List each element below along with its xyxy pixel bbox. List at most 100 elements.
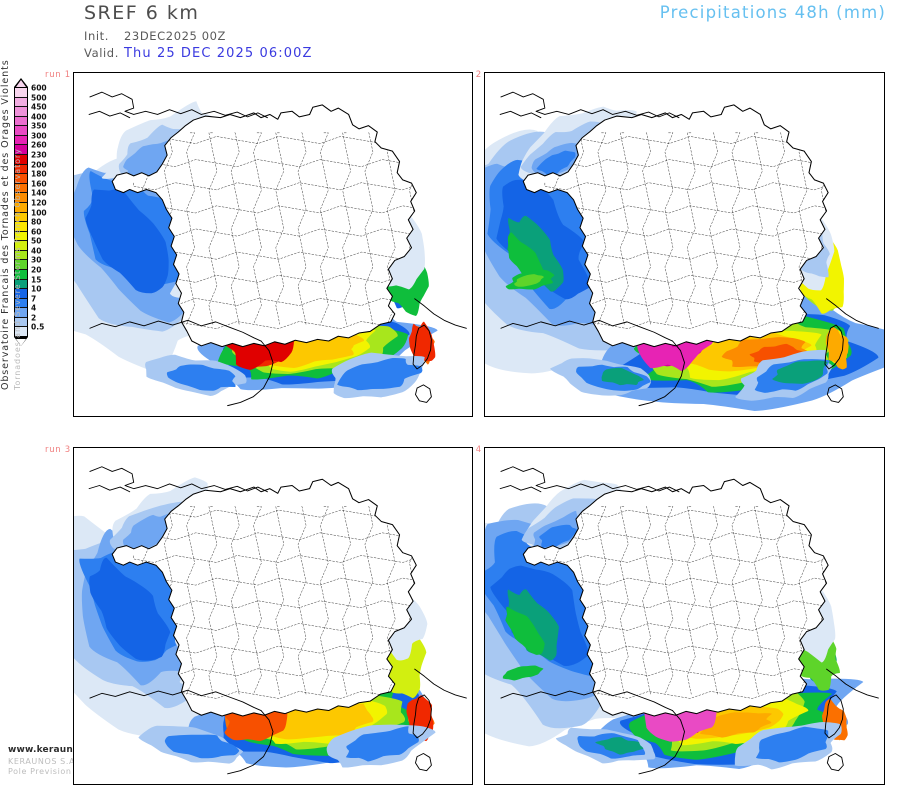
colorbar: 600 500 450 400 350 300 260 230 200 180 160 140 120 1… <box>14 78 60 346</box>
neighbour-coastlines <box>499 91 879 407</box>
map-canvas <box>74 73 472 416</box>
colorbar-band: 30 <box>15 257 41 270</box>
colorbar-tick-label: 15 <box>31 274 42 284</box>
run-label-1: run 1 <box>45 70 71 80</box>
france-outline <box>522 478 829 717</box>
precip-contour <box>85 189 169 294</box>
colorbar-extend-bottom-arrow <box>14 337 28 346</box>
colorbar-band: 300 <box>15 132 47 146</box>
colorbar-tick-label: 200 <box>31 159 47 169</box>
colorbar-tick-label: 180 <box>31 169 47 179</box>
map-panel-run-1[interactable] <box>73 72 473 417</box>
model-title: SREF 6 km <box>84 2 200 24</box>
colorbar-band: 100 <box>15 209 47 223</box>
init-time-row: Init. 23DEC2025 00Z <box>84 29 226 43</box>
colorbar-band: 40 <box>15 247 41 261</box>
colorbar-band: 20 <box>15 266 41 280</box>
init-label: Init. <box>84 29 110 43</box>
map-panel-run-4[interactable] <box>484 447 885 785</box>
footer-website[interactable]: www.keraunos.org <box>8 745 107 755</box>
valid-label: Valid. <box>84 46 119 60</box>
neighbour-coastlines <box>499 466 879 775</box>
colorbar-band: 80 <box>15 218 41 232</box>
colorbar-band: 500 <box>15 94 47 108</box>
colorbar-band: 600 <box>15 84 47 98</box>
colorbar-tick-label: 160 <box>31 179 47 189</box>
colorbar-tick-label: 7 <box>31 293 37 303</box>
colorbar-tick-label: 20 <box>31 265 42 275</box>
precip-contour <box>164 734 240 759</box>
vertical-credit-main: Observatoire Francais des Tornades et de… <box>0 59 11 390</box>
footer-company: KERAUNOS S.A.S <box>8 757 84 766</box>
precip-contour <box>123 139 180 181</box>
map-panel-run-2[interactable] <box>484 72 885 417</box>
precip-contour <box>595 737 644 755</box>
valid-value: Thu 25 DEC 2025 06:00Z <box>124 46 313 61</box>
precip-contour <box>345 726 419 762</box>
precip-contour <box>89 557 171 661</box>
colorbar-band: 180 <box>15 170 47 184</box>
colorbar-tick-label: 60 <box>31 226 42 236</box>
colorbar-band: 15 <box>15 276 41 290</box>
colorbar-band: 4 <box>15 305 36 318</box>
colorbar-band: 2 <box>15 314 36 328</box>
colorbar-tick-label: 30 <box>31 255 42 265</box>
colorbar-band: 450 <box>15 103 47 117</box>
colorbar-tick-label: 230 <box>31 150 47 160</box>
colorbar-tick-label: 10 <box>31 284 42 294</box>
colorbar-tick-label: 350 <box>31 121 47 131</box>
colorbar-extend-top-arrow <box>14 78 28 87</box>
colorbar-band: 200 <box>15 161 47 175</box>
colorbar-band: 50 <box>15 237 41 251</box>
colorbar-tick-label: 300 <box>31 131 47 141</box>
precip-contour <box>601 367 644 386</box>
map-canvas <box>485 448 884 784</box>
colorbar-tick-label: 40 <box>31 246 42 256</box>
colorbar-tick-label: 4 <box>31 303 37 313</box>
colorbar-tick-label: 2 <box>31 313 37 323</box>
colorbar-band: 7 <box>15 295 36 309</box>
colorbar-band: 0.5 <box>15 324 44 337</box>
department-boundaries <box>523 479 829 717</box>
colorbar-tick-label: 260 <box>31 140 47 150</box>
precip-contour <box>284 335 354 361</box>
colorbar-band: 260 <box>15 142 47 156</box>
precip-contour <box>755 726 829 763</box>
colorbar-tick-label: 600 <box>31 83 47 93</box>
colorbar-tick-label: 140 <box>31 188 47 198</box>
colorbar-tick-label: 50 <box>31 236 42 246</box>
run-label-3: run 3 <box>45 445 71 455</box>
france-outline <box>111 478 417 717</box>
colorbar-band: 160 <box>15 180 47 194</box>
precip-contour <box>166 364 236 391</box>
colorbar-tick-label: 400 <box>31 111 47 121</box>
valid-time-row: Valid. Thu 25 DEC 2025 06:00Z <box>84 46 312 61</box>
product-title: Precipitations 48h (mm) <box>659 3 886 22</box>
precip-contour <box>536 150 576 176</box>
vertical-credit-sub: Tornadoes and Severe Storms French Obser… <box>13 148 22 390</box>
colorbar-band: 60 <box>15 228 41 242</box>
footer-credits: www.keraunos.org KERAUNOS S.A.S Pole Pre… <box>8 745 128 776</box>
neighbour-coastlines <box>88 91 467 407</box>
precip-contour <box>337 357 423 391</box>
precip-contour <box>514 274 544 287</box>
colorbar-band: 140 <box>15 190 47 203</box>
map-panel-run-3[interactable] <box>73 447 473 785</box>
colorbar-band: 350 <box>15 123 47 136</box>
colorbar-tick-label: 120 <box>31 198 47 208</box>
colorbar-scale: 600 500 450 400 350 300 260 230 200 180 160 140 120 1… <box>14 84 47 337</box>
precip-contour <box>409 321 436 362</box>
precip-contour <box>699 712 772 738</box>
colorbar-band: 10 <box>15 285 41 299</box>
colorbar-tick-label: 80 <box>31 217 42 227</box>
colorbar-band: 230 <box>15 151 47 165</box>
init-value: 23DEC2025 00Z <box>124 29 227 43</box>
france-outline <box>522 104 829 348</box>
precip-contour <box>502 665 544 681</box>
colorbar-band: 400 <box>15 113 47 127</box>
colorbar-tick-label: 500 <box>31 92 47 102</box>
france-outline <box>111 104 417 348</box>
colorbar-tick-label: 450 <box>31 102 47 112</box>
colorbar-band: 120 <box>15 199 47 213</box>
